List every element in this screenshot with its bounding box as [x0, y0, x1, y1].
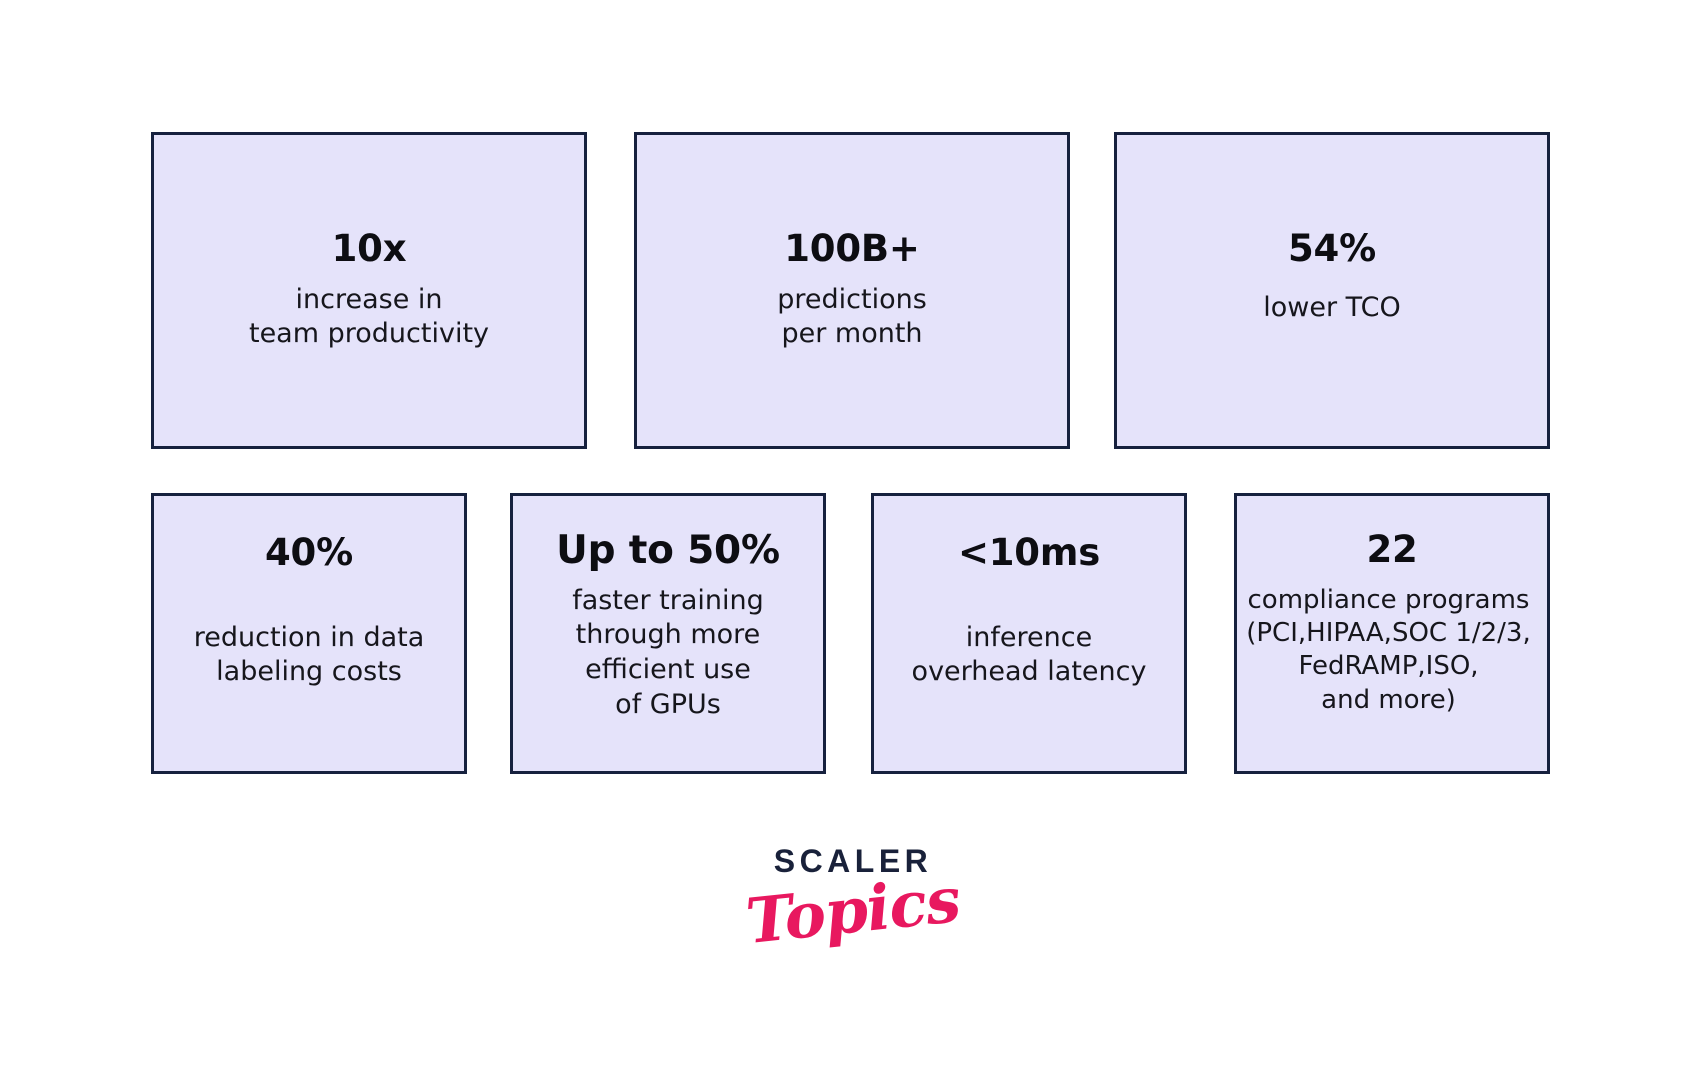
stat-label-line: reduction in data	[193, 621, 425, 653]
scaler-topics-logo: SCALER Topics	[0, 843, 1706, 958]
stat-value-predictions: 100B+	[784, 227, 920, 270]
stat-label-line: increase in	[295, 283, 443, 315]
stat-label-line: per month	[781, 318, 923, 350]
stat-card-faster-training: Up to 50% faster training through more e…	[510, 493, 826, 774]
stat-label-line: faster training	[572, 584, 764, 616]
logo-script-topics: Topics	[742, 863, 964, 958]
stat-label-line: overhead latency	[911, 656, 1147, 688]
stat-label-compliance-programs: compliance programs (PCI,HIPAA,SOC 1/2/3…	[1224, 584, 1554, 717]
stat-label-line: team productivity	[248, 318, 490, 350]
stat-card-predictions: 100B+ predictions per month	[634, 132, 1070, 449]
stat-label-line: inference	[965, 621, 1093, 653]
stat-card-inference-latency: <10ms inference overhead latency	[871, 493, 1187, 774]
stat-card-labeling-costs: 40% reduction in data labeling costs	[151, 493, 467, 774]
stat-label-inference-latency: inference overhead latency	[912, 621, 1147, 690]
stat-label-productivity: increase in team productivity	[249, 283, 489, 352]
stat-label-line: efficient use	[585, 654, 751, 686]
stat-label-line: of GPUs	[615, 688, 721, 720]
stat-value-compliance-programs: 22	[1366, 528, 1418, 571]
stat-label-line: lower TCO	[1263, 291, 1401, 323]
stat-value-tco: 54%	[1288, 227, 1376, 270]
stat-label-line: labeling costs	[216, 656, 402, 688]
stat-label-faster-training: faster training through more efficient u…	[572, 584, 764, 722]
stat-value-labeling-costs: 40%	[265, 531, 353, 574]
stat-value-inference-latency: <10ms	[957, 531, 1101, 574]
stat-label-line: and more)	[1321, 684, 1456, 715]
stat-label-line: predictions	[777, 283, 927, 315]
stat-label-line: (PCI,HIPAA,SOC 1/2/3,	[1246, 618, 1531, 649]
stat-value-productivity: 10x	[331, 227, 407, 270]
stat-value-faster-training: Up to 50%	[556, 528, 780, 573]
stat-card-productivity: 10x increase in team productivity	[151, 132, 587, 449]
stat-card-compliance-programs: 22 compliance programs (PCI,HIPAA,SOC 1/…	[1234, 493, 1550, 774]
stat-card-tco: 54% lower TCO	[1114, 132, 1550, 449]
stat-label-predictions: predictions per month	[777, 283, 927, 352]
stat-label-line: through more	[575, 619, 761, 651]
stat-label-labeling-costs: reduction in data labeling costs	[194, 621, 425, 690]
stat-label-line: compliance programs	[1247, 584, 1530, 615]
stat-label-line: FedRAMP,ISO,	[1298, 651, 1479, 682]
stat-label-tco: lower TCO	[1263, 291, 1400, 326]
logo-wordmark-scaler: SCALER	[773, 843, 933, 879]
